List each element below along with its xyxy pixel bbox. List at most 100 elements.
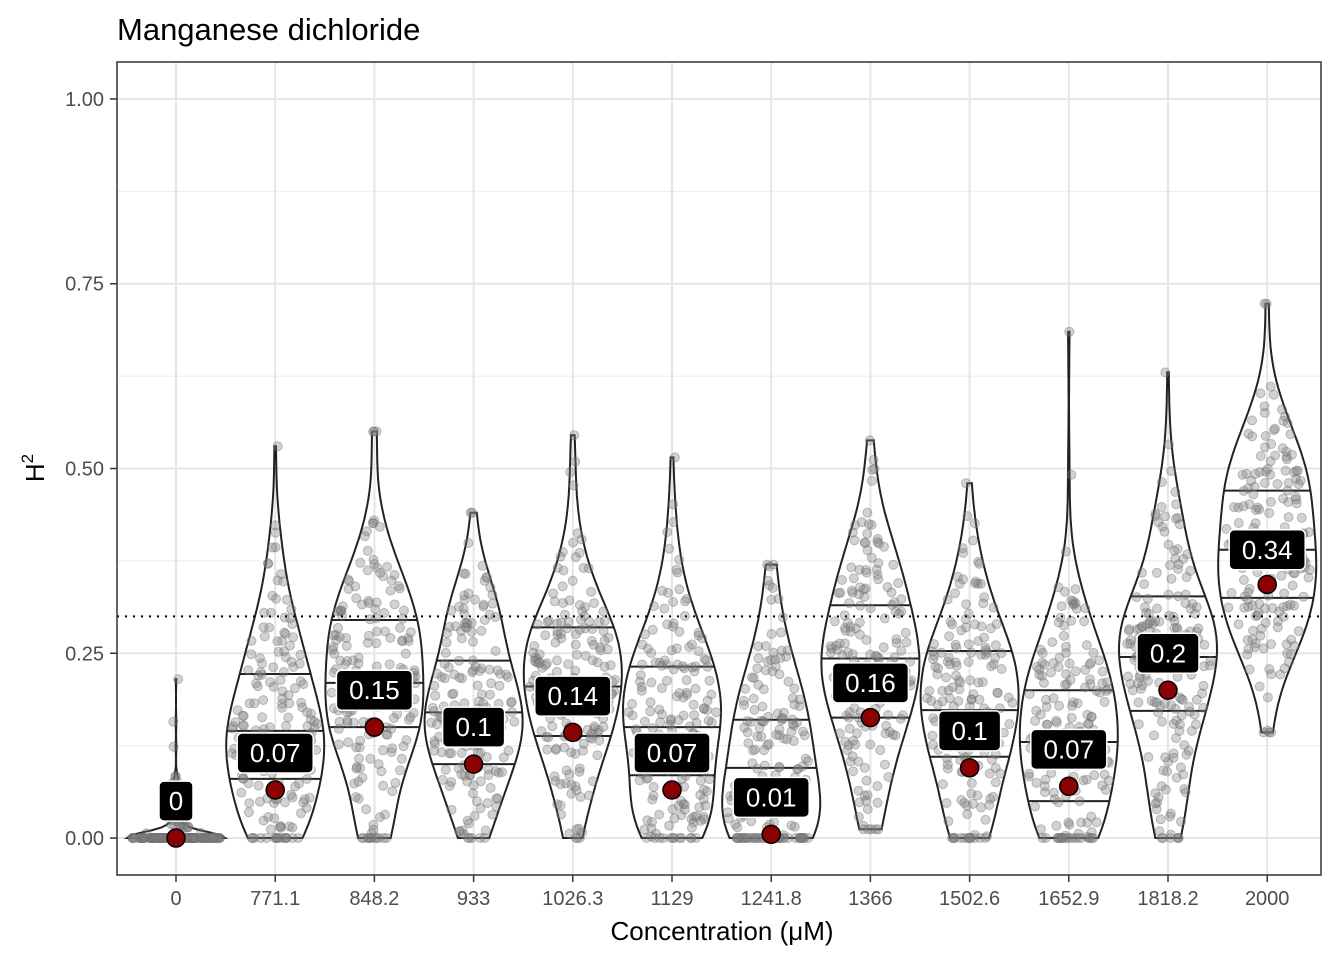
data-point [482, 572, 493, 583]
data-point [762, 559, 773, 570]
data-point [645, 697, 656, 708]
data-point [985, 793, 996, 804]
data-point [672, 567, 683, 578]
data-point [655, 717, 666, 728]
data-point [268, 681, 279, 692]
data-point [840, 736, 851, 747]
data-point [1051, 715, 1062, 726]
data-point [369, 515, 380, 526]
data-point [457, 825, 468, 836]
data-point [654, 704, 665, 715]
data-point [331, 635, 342, 646]
data-point [835, 587, 846, 598]
data-point [928, 713, 939, 724]
data-point [570, 748, 581, 759]
data-point [865, 603, 876, 614]
data-point [846, 585, 857, 596]
data-point [188, 833, 199, 843]
data-point [394, 583, 405, 594]
data-point [659, 603, 670, 614]
data-point [138, 833, 149, 843]
data-point [603, 632, 614, 643]
data-point [363, 598, 374, 609]
data-point [695, 816, 706, 826]
data-point [673, 800, 684, 811]
data-point [1249, 481, 1260, 492]
data-point [280, 628, 291, 639]
data-point [1190, 719, 1201, 730]
data-point [699, 703, 709, 714]
data-point [862, 804, 873, 815]
data-point [393, 581, 404, 591]
data-point [134, 833, 145, 843]
data-point [1082, 831, 1093, 842]
data-point [947, 682, 958, 693]
data-point [552, 799, 563, 810]
data-point [1254, 681, 1265, 692]
data-point [966, 694, 977, 705]
data-point [1255, 451, 1266, 461]
data-point [748, 672, 759, 683]
data-point [269, 813, 280, 824]
data-point [1122, 638, 1133, 649]
data-point [135, 833, 146, 843]
data-point [487, 589, 498, 600]
data-point [865, 649, 876, 660]
data-point [188, 833, 199, 843]
data-point [845, 756, 856, 767]
data-point [975, 578, 986, 589]
data-point [677, 773, 688, 784]
data-point [891, 637, 902, 648]
data-point [382, 729, 393, 740]
data-point [661, 659, 672, 670]
data-point [896, 594, 907, 605]
data-point [665, 715, 676, 726]
data-point [698, 811, 709, 822]
data-point [532, 619, 543, 630]
data-point [380, 809, 390, 820]
data-point [426, 717, 437, 728]
data-point [970, 578, 981, 589]
data-point [349, 778, 360, 789]
data-point [1150, 798, 1161, 809]
data-point [371, 426, 382, 437]
data-point [459, 770, 470, 781]
data-point [280, 797, 290, 808]
data-point [1182, 549, 1193, 560]
data-point [265, 824, 276, 835]
data-point [357, 772, 368, 783]
data-point [436, 747, 447, 758]
data-point [1159, 698, 1170, 709]
data-point [947, 619, 958, 630]
data-point [1233, 619, 1244, 630]
data-point [1049, 794, 1060, 805]
data-point [763, 711, 774, 722]
data-point [646, 823, 657, 834]
data-point [341, 633, 352, 643]
data-point [668, 597, 679, 607]
data-point [457, 673, 467, 684]
data-point [563, 616, 574, 627]
data-point [1141, 607, 1152, 618]
data-point [843, 740, 854, 751]
data-point [589, 598, 600, 609]
data-point [730, 819, 741, 830]
data-point [1076, 833, 1087, 843]
data-point [1063, 817, 1074, 828]
data-point [861, 567, 872, 578]
data-point [467, 507, 478, 518]
data-point [1099, 696, 1110, 707]
mean-label: 0.16 [845, 668, 896, 698]
data-point [883, 772, 894, 782]
data-point [1046, 667, 1056, 678]
data-point [1264, 664, 1275, 675]
data-point [557, 547, 568, 557]
data-point [1282, 454, 1292, 465]
data-point [1252, 610, 1263, 621]
data-point [1239, 591, 1250, 602]
data-point [492, 665, 503, 676]
data-point [357, 599, 367, 610]
data-point [672, 659, 683, 670]
data-point [1154, 826, 1165, 837]
data-point [647, 624, 658, 635]
